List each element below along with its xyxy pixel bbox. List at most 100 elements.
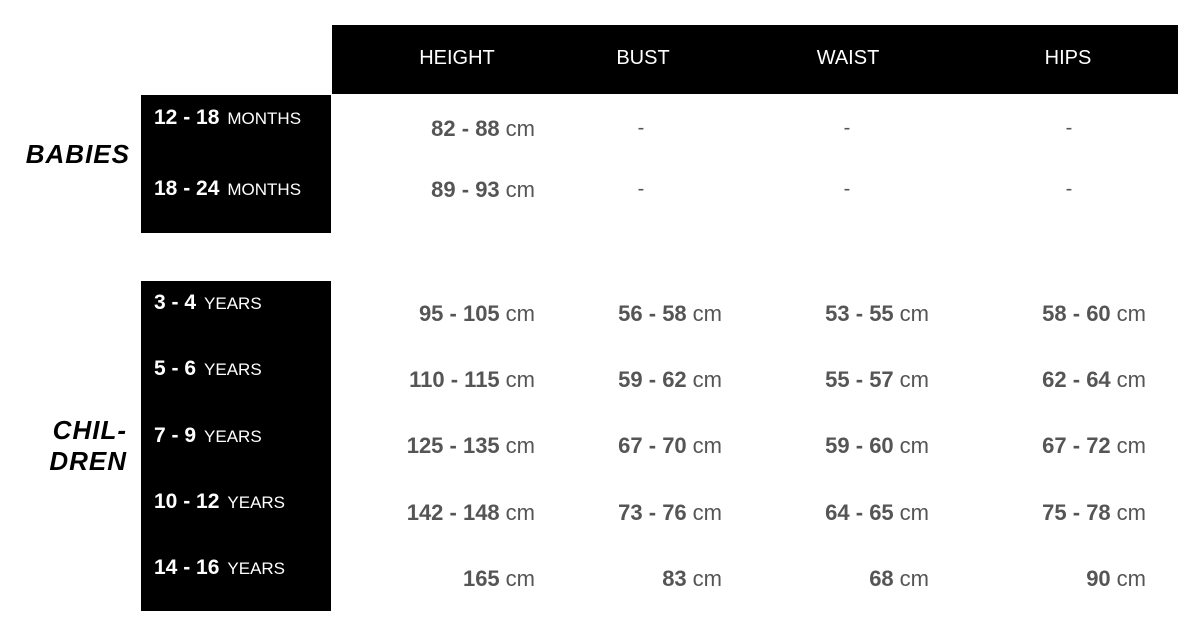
- age-unit: YEARS: [204, 427, 262, 446]
- column-header-bust: BUST: [616, 47, 670, 69]
- age-unit: YEARS: [227, 493, 286, 512]
- measurement-cell: 58 - 60 cm: [1042, 301, 1146, 327]
- measurement-cell: 89 - 93 cm: [431, 177, 535, 203]
- measurement-cell: 83 cm: [662, 566, 722, 592]
- measurement-value: 90: [1086, 566, 1111, 591]
- measurement-unit: cm: [692, 500, 722, 525]
- measurement-value: 95 - 105: [418, 301, 500, 326]
- measurement-unit: cm: [692, 566, 722, 591]
- age-unit: MONTHS: [227, 109, 302, 128]
- measurement-cell: 142 - 148 cm: [407, 500, 535, 526]
- measurement-unit: cm: [899, 566, 929, 591]
- measurement-unit: cm: [505, 301, 535, 326]
- measurement-cell: 56 - 58 cm: [618, 301, 722, 327]
- measurement-cell: 68 cm: [869, 566, 929, 592]
- measurement-unit: cm: [1116, 301, 1146, 326]
- measurement-value: 62 - 64: [1042, 367, 1111, 392]
- measurement-unit: cm: [1116, 367, 1146, 392]
- measurement-value: 53 - 55: [825, 301, 894, 326]
- measurement-unit: cm: [1116, 566, 1146, 591]
- measurement-value: 55 - 57: [825, 367, 894, 392]
- age-range: 18 - 24: [154, 177, 220, 200]
- measurement-value: 56 - 58: [618, 301, 687, 326]
- group-children-line1: CHIL-: [52, 415, 127, 445]
- measurement-value: 125 - 135: [406, 433, 500, 458]
- empty-cell: -: [843, 117, 851, 139]
- measurement-cell: 59 - 62 cm: [618, 367, 722, 393]
- column-header-hips: HIPS: [1044, 47, 1092, 69]
- column-header-waist: WAIST: [816, 47, 880, 69]
- measurement-value: 67 - 70: [618, 433, 687, 458]
- empty-cell: -: [1065, 178, 1073, 200]
- column-header-height: HEIGHT: [419, 47, 495, 69]
- row-label: 12 - 18 MONTHS: [154, 106, 301, 130]
- measurement-cell: 110 - 115 cm: [409, 367, 535, 393]
- babies-label-box: [141, 95, 331, 233]
- measurement-cell: 125 - 135 cm: [407, 433, 535, 459]
- row-label: 18 - 24 MONTHS: [154, 177, 301, 201]
- measurement-cell: 75 - 78 cm: [1042, 500, 1146, 526]
- measurement-unit: cm: [505, 566, 535, 591]
- age-range: 12 - 18: [154, 106, 220, 129]
- measurement-value: 58 - 60: [1042, 301, 1111, 326]
- measurement-unit: cm: [505, 500, 535, 525]
- measurement-cell: 53 - 55 cm: [825, 301, 929, 327]
- age-range: 10 - 12: [154, 490, 220, 513]
- measurement-unit: cm: [505, 177, 535, 202]
- measurement-value: 73 - 76: [618, 500, 687, 525]
- measurement-unit: cm: [1116, 433, 1146, 458]
- group-children: CHIL- DREN: [10, 415, 127, 477]
- measurement-cell: 62 - 64 cm: [1042, 367, 1146, 393]
- empty-cell: -: [637, 178, 645, 200]
- age-range: 5 - 6: [154, 357, 197, 380]
- header-bar: [332, 25, 1178, 94]
- measurement-value: 75 - 78: [1042, 500, 1111, 525]
- measurement-unit: cm: [505, 367, 535, 392]
- measurement-unit: cm: [692, 301, 722, 326]
- age-unit: YEARS: [204, 360, 262, 379]
- row-label: 10 - 12 YEARS: [154, 490, 285, 514]
- measurement-value: 59 - 60: [825, 433, 894, 458]
- row-label: 5 - 6 YEARS: [154, 357, 262, 381]
- group-babies: BABIES: [25, 139, 130, 169]
- measurement-unit: cm: [899, 301, 929, 326]
- measurement-unit: cm: [505, 433, 535, 458]
- measurement-unit: cm: [505, 116, 535, 141]
- row-label: 7 - 9 YEARS: [154, 424, 262, 448]
- measurement-unit: cm: [692, 367, 722, 392]
- measurement-unit: cm: [899, 500, 929, 525]
- age-range: 7 - 9: [154, 424, 197, 447]
- children-label-box: [141, 281, 331, 611]
- measurement-value: 64 - 65: [825, 500, 894, 525]
- row-label: 3 - 4 YEARS: [154, 291, 262, 315]
- measurement-value: 110 - 115: [409, 367, 500, 392]
- measurement-cell: 64 - 65 cm: [825, 500, 929, 526]
- measurement-value: 59 - 62: [618, 367, 687, 392]
- measurement-cell: 95 - 105 cm: [419, 301, 535, 327]
- measurement-cell: 55 - 57 cm: [825, 367, 929, 393]
- empty-cell: -: [637, 117, 645, 139]
- empty-cell: -: [1065, 117, 1073, 139]
- measurement-value: 68: [869, 566, 894, 591]
- measurement-cell: 82 - 88 cm: [431, 116, 535, 142]
- measurement-cell: 165 cm: [463, 566, 535, 592]
- age-unit: YEARS: [204, 294, 262, 313]
- measurement-value: 67 - 72: [1042, 433, 1111, 458]
- age-range: 3 - 4: [154, 291, 197, 314]
- measurement-cell: 90 cm: [1086, 566, 1146, 592]
- measurement-value: 83: [662, 566, 687, 591]
- age-range: 14 - 16: [154, 556, 220, 579]
- measurement-value: 142 - 148: [406, 500, 500, 525]
- measurement-unit: cm: [692, 433, 722, 458]
- measurement-unit: cm: [899, 367, 929, 392]
- measurement-cell: 67 - 72 cm: [1042, 433, 1146, 459]
- measurement-cell: 73 - 76 cm: [618, 500, 722, 526]
- group-children-line2: DREN: [49, 446, 127, 476]
- age-unit: MONTHS: [227, 180, 302, 199]
- row-label: 14 - 16 YEARS: [154, 556, 285, 580]
- empty-cell: -: [843, 178, 851, 200]
- measurement-cell: 59 - 60 cm: [825, 433, 929, 459]
- measurement-value: 82 - 88: [431, 116, 500, 141]
- measurement-unit: cm: [1116, 500, 1146, 525]
